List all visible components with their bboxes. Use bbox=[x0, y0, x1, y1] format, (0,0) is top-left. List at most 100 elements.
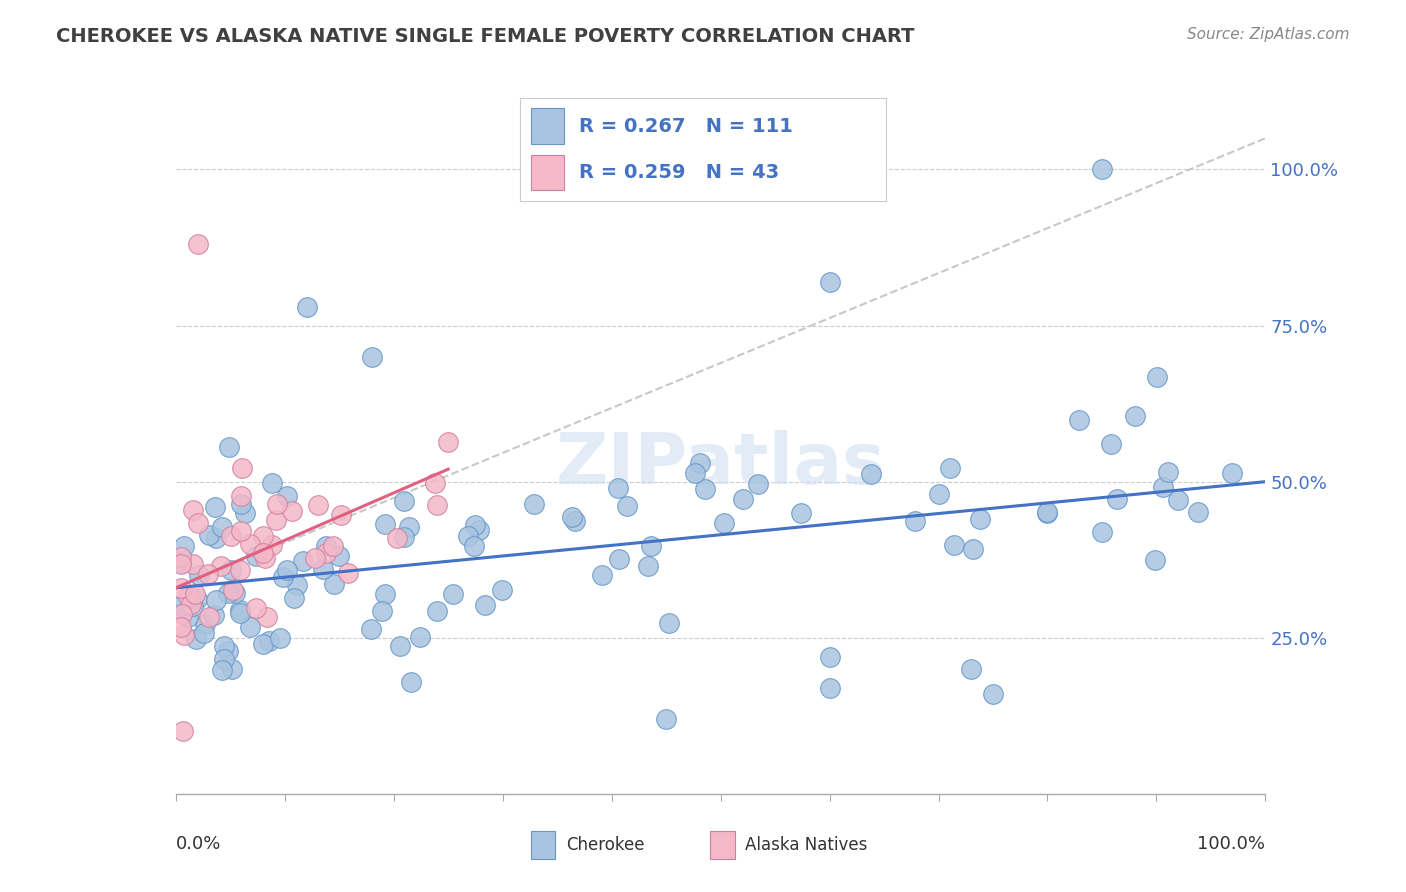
Point bbox=[426, 604, 449, 618]
Point bbox=[1091, 162, 1114, 177]
Text: ZIPatlas: ZIPatlas bbox=[555, 430, 886, 499]
Point bbox=[468, 524, 491, 538]
Point bbox=[245, 600, 267, 615]
Text: R = 0.259   N = 43: R = 0.259 N = 43 bbox=[579, 163, 779, 182]
Point bbox=[385, 531, 408, 545]
Point bbox=[713, 516, 735, 531]
Point bbox=[1107, 492, 1129, 507]
Point bbox=[222, 582, 245, 597]
Point bbox=[561, 510, 583, 524]
Point bbox=[231, 461, 253, 475]
Point bbox=[315, 539, 337, 553]
Text: 100.0%: 100.0% bbox=[1198, 835, 1265, 853]
Point bbox=[1167, 493, 1189, 508]
Point bbox=[457, 529, 479, 543]
Point bbox=[209, 559, 232, 574]
Point bbox=[187, 567, 209, 582]
Point bbox=[860, 467, 883, 481]
Point bbox=[1187, 505, 1209, 519]
Point bbox=[229, 563, 252, 577]
Point bbox=[426, 498, 449, 512]
Point bbox=[254, 550, 277, 565]
Point bbox=[1143, 553, 1166, 567]
Point bbox=[276, 563, 298, 577]
Point bbox=[177, 589, 200, 603]
Point bbox=[239, 537, 262, 551]
Point bbox=[747, 476, 769, 491]
Point bbox=[689, 456, 711, 470]
Point bbox=[177, 610, 200, 624]
Point bbox=[374, 587, 396, 601]
Point bbox=[962, 541, 984, 556]
Point bbox=[336, 566, 359, 581]
Point bbox=[173, 627, 195, 641]
Point bbox=[186, 592, 208, 607]
Point bbox=[392, 494, 415, 508]
Point bbox=[229, 603, 252, 617]
Point bbox=[205, 531, 228, 545]
Point bbox=[328, 549, 350, 564]
Point bbox=[204, 500, 226, 515]
Text: Alaska Natives: Alaska Natives bbox=[745, 836, 868, 855]
Point bbox=[197, 609, 219, 624]
Text: Source: ZipAtlas.com: Source: ZipAtlas.com bbox=[1187, 27, 1350, 42]
Point bbox=[181, 503, 204, 517]
Point bbox=[658, 615, 681, 630]
Point bbox=[211, 663, 233, 677]
Point bbox=[173, 539, 195, 553]
Point bbox=[637, 559, 659, 574]
Point bbox=[184, 587, 207, 601]
Point bbox=[474, 598, 496, 612]
FancyBboxPatch shape bbox=[710, 831, 734, 859]
Point bbox=[315, 546, 337, 560]
Point bbox=[221, 529, 243, 543]
Point bbox=[221, 662, 243, 676]
Point bbox=[685, 466, 707, 480]
Point bbox=[170, 606, 193, 620]
Text: R = 0.267   N = 111: R = 0.267 N = 111 bbox=[579, 117, 793, 136]
Point bbox=[928, 487, 950, 501]
Point bbox=[1091, 524, 1114, 539]
Text: 0.0%: 0.0% bbox=[176, 835, 221, 853]
Point bbox=[205, 593, 228, 607]
Point bbox=[170, 557, 193, 571]
Point bbox=[193, 626, 215, 640]
Point bbox=[245, 549, 267, 563]
Point bbox=[1036, 506, 1059, 520]
Point bbox=[790, 507, 813, 521]
Point bbox=[371, 604, 394, 618]
Point bbox=[252, 637, 274, 651]
Point bbox=[942, 538, 965, 552]
Point bbox=[818, 681, 841, 695]
Point bbox=[170, 620, 193, 634]
Point bbox=[1152, 480, 1174, 494]
Point bbox=[304, 551, 326, 566]
Point bbox=[219, 564, 242, 578]
Point bbox=[295, 300, 318, 314]
Point bbox=[398, 520, 420, 534]
Point bbox=[281, 504, 304, 518]
Point bbox=[401, 674, 423, 689]
Point bbox=[269, 631, 291, 645]
Point bbox=[170, 599, 193, 614]
Point bbox=[212, 651, 235, 665]
Point bbox=[276, 489, 298, 503]
Point bbox=[264, 513, 287, 527]
Point bbox=[233, 506, 256, 520]
Point bbox=[181, 599, 204, 613]
Point bbox=[202, 607, 225, 622]
Point bbox=[218, 440, 240, 454]
Point bbox=[172, 724, 194, 739]
Point bbox=[423, 476, 446, 491]
Point bbox=[186, 237, 209, 252]
Point bbox=[607, 551, 630, 566]
Point bbox=[1220, 466, 1243, 480]
Point bbox=[283, 591, 305, 606]
Point bbox=[187, 516, 209, 531]
Point bbox=[969, 512, 991, 526]
Point bbox=[239, 620, 262, 634]
Point bbox=[260, 538, 283, 552]
Text: CHEROKEE VS ALASKA NATIVE SINGLE FEMALE POVERTY CORRELATION CHART: CHEROKEE VS ALASKA NATIVE SINGLE FEMALE … bbox=[56, 27, 915, 45]
Point bbox=[322, 539, 344, 553]
Point bbox=[640, 539, 662, 553]
